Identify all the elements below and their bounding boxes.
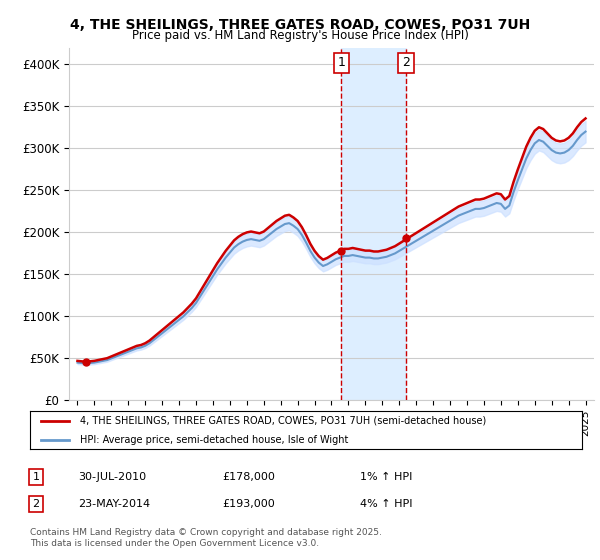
Text: 4, THE SHEILINGS, THREE GATES ROAD, COWES, PO31 7UH: 4, THE SHEILINGS, THREE GATES ROAD, COWE… [70, 18, 530, 32]
Text: 2: 2 [402, 57, 410, 69]
Text: 2: 2 [32, 499, 40, 509]
Text: 1: 1 [337, 57, 345, 69]
Text: £193,000: £193,000 [222, 499, 275, 509]
Text: 4, THE SHEILINGS, THREE GATES ROAD, COWES, PO31 7UH (semi-detached house): 4, THE SHEILINGS, THREE GATES ROAD, COWE… [80, 416, 486, 426]
Text: Price paid vs. HM Land Registry's House Price Index (HPI): Price paid vs. HM Land Registry's House … [131, 29, 469, 42]
Text: £178,000: £178,000 [222, 472, 275, 482]
Text: 1% ↑ HPI: 1% ↑ HPI [360, 472, 412, 482]
Text: 4% ↑ HPI: 4% ↑ HPI [360, 499, 413, 509]
Text: 23-MAY-2014: 23-MAY-2014 [78, 499, 150, 509]
Text: Contains HM Land Registry data © Crown copyright and database right 2025.
This d: Contains HM Land Registry data © Crown c… [30, 528, 382, 548]
Text: HPI: Average price, semi-detached house, Isle of Wight: HPI: Average price, semi-detached house,… [80, 435, 348, 445]
Text: 1: 1 [32, 472, 40, 482]
Bar [341, 48, 406, 400]
Text: 30-JUL-2010: 30-JUL-2010 [78, 472, 146, 482]
